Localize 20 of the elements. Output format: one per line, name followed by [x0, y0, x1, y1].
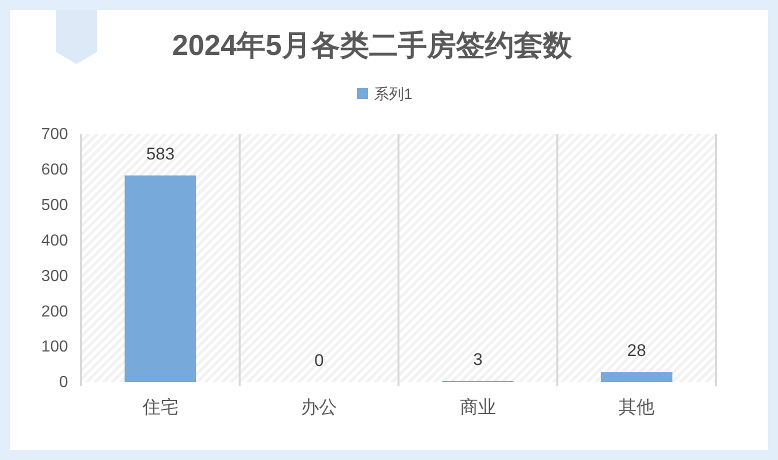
bar: [600, 372, 672, 382]
chart-title: 2024年5月各类二手房签约套数: [172, 29, 573, 62]
data-label: 583: [146, 144, 175, 164]
x-tick-label: 其他: [618, 396, 655, 417]
x-tick-label: 办公: [301, 396, 338, 417]
x-tick-label: 商业: [460, 396, 496, 417]
y-tick-label: 500: [41, 196, 68, 214]
data-label: 28: [627, 341, 646, 360]
bar: [124, 175, 196, 382]
y-tick-label: 200: [41, 303, 68, 320]
data-label: 0: [314, 351, 324, 370]
y-tick-label: 100: [41, 338, 68, 356]
y-tick-label: 600: [41, 162, 68, 179]
legend-label: 系列1: [374, 86, 412, 103]
y-tick-label: 700: [41, 126, 68, 144]
y-tick-label: 0: [59, 374, 68, 392]
y-tick-label: 300: [41, 268, 68, 285]
data-label: 3: [473, 350, 483, 369]
x-tick-label: 住宅: [141, 396, 178, 417]
y-tick-label: 400: [41, 232, 68, 250]
